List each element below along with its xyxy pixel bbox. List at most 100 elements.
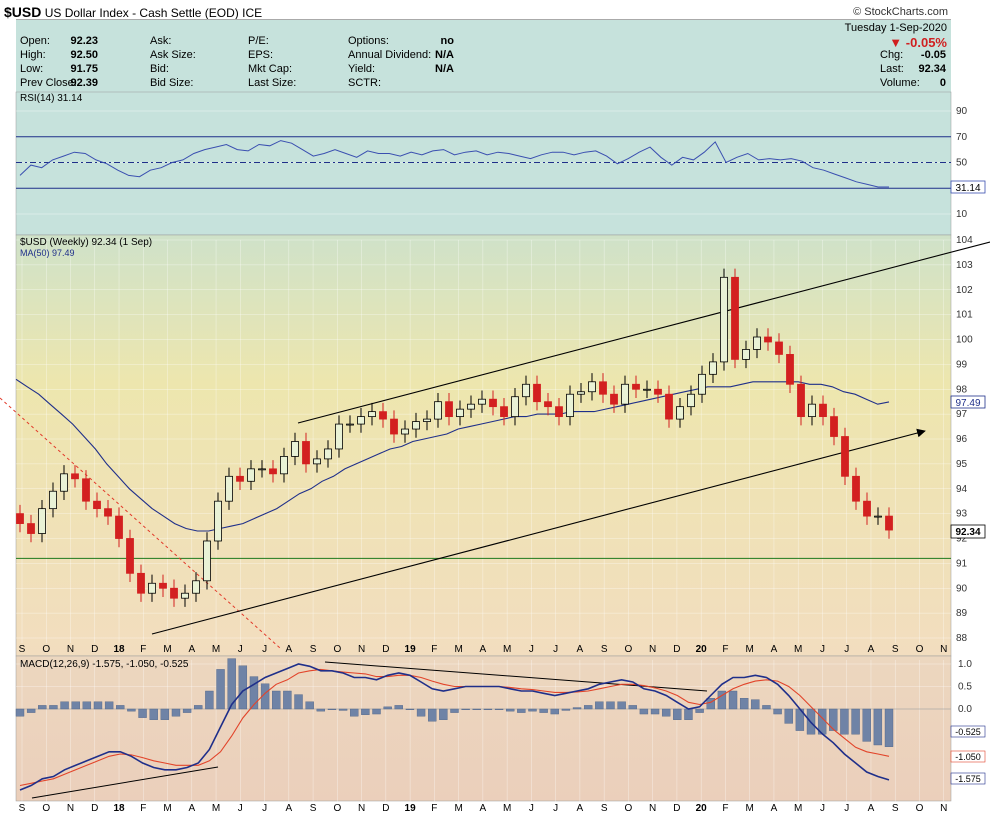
exchange: ICE (242, 6, 263, 20)
rsi-badge-text: 31.14 (955, 183, 980, 194)
price-tick-label: 91 (956, 558, 968, 569)
macd-hist-badge-text: -0.525 (955, 727, 981, 737)
quote-label: Low: (20, 63, 44, 75)
macd-histogram-bar (127, 708, 136, 712)
candle-body (302, 441, 310, 465)
candle-body (764, 336, 772, 343)
price-tick-label: 97 (956, 409, 968, 420)
copyright: © StockCharts.com (853, 6, 948, 18)
x-tick-label: A (188, 644, 195, 655)
macd-histogram-bar (227, 658, 236, 710)
x-tick-label: 18 (113, 644, 125, 655)
candle-body (665, 393, 673, 420)
macd-histogram-bar (884, 708, 894, 747)
price-tick-label: 96 (956, 434, 968, 445)
x-tick-label: M (794, 644, 802, 655)
quote-value: 92.23 (70, 35, 98, 47)
x-tick-label: M (746, 644, 754, 655)
x-tick-label: S (310, 644, 317, 655)
macd-value-badges: -0.525 -1.050 -1.575 (950, 725, 986, 785)
candle-body (797, 383, 805, 418)
x-tick-label: S (892, 803, 899, 814)
macd-histogram-bar (684, 708, 693, 721)
x-tick-label: O (625, 803, 633, 814)
candle-body (71, 473, 79, 480)
rsi-series-line (19, 140, 889, 188)
price-tick-label: 93 (956, 509, 968, 520)
macd-tick-label: 0.5 (958, 682, 972, 693)
candle-body (203, 540, 211, 582)
ma-badge-box (950, 395, 986, 409)
candle-body (599, 381, 607, 395)
x-tick-label: A (285, 803, 292, 814)
candle-body (346, 423, 354, 426)
channel-upper-line (297, 241, 990, 424)
x-tick-label: O (333, 644, 341, 655)
price-tick-label: 88 (956, 633, 968, 644)
macd-tick-label: 1.0 (958, 659, 972, 670)
x-tick-label: A (771, 803, 778, 814)
candle-body (643, 388, 651, 391)
x-tick-label: A (868, 803, 875, 814)
quote-value: N/A (435, 49, 454, 61)
macd-histogram-bar (383, 706, 392, 710)
candle-body (390, 418, 398, 435)
macd-histogram-bar (26, 708, 36, 713)
candle-body (863, 500, 871, 517)
price-tick-label: 100 (956, 335, 973, 346)
candle-body (236, 475, 244, 482)
x-axis-labels-macd: S O N D 18 F M A M J J A S O N D 19 F M A M J J A S O N D 20 F M A M J J A S… (19, 803, 948, 814)
candle-body (522, 383, 530, 398)
candle-body (181, 592, 189, 599)
macd-histogram-bar (138, 708, 147, 718)
macd-histogram-bar (439, 708, 448, 721)
quote-label: Options: (348, 35, 389, 47)
candle-body (841, 436, 849, 477)
macd-histogram-bar (283, 690, 292, 710)
macd-histogram-bar (82, 701, 92, 710)
macd-histogram-bar (160, 708, 170, 721)
candle-body (49, 490, 57, 510)
macd-histogram-bar (550, 708, 559, 715)
candle-body (445, 401, 453, 418)
macd-histogram-bar (695, 708, 704, 713)
x-tick-label: S (601, 644, 608, 655)
x-tick-label: A (577, 803, 584, 814)
downtrend-dashed-line (0, 397, 281, 649)
candle-body (159, 582, 167, 589)
candle-body (533, 383, 541, 403)
candle-body (654, 388, 662, 395)
candle-body (379, 411, 387, 420)
candle-body (819, 403, 827, 418)
down-triangle-icon: ▼ (889, 35, 903, 50)
change-percent: ▼ -0.05% (889, 35, 947, 50)
x-tick-label: D (673, 644, 680, 655)
macd-histogram-bar (116, 705, 125, 710)
x-tick-label: A (771, 644, 778, 655)
candle-body (885, 515, 893, 531)
instrument-name: US Dollar Index - Cash Settle (EOD) (44, 6, 239, 20)
quote-label: Annual Dividend: (348, 49, 432, 61)
quote-label: Ask: (150, 35, 172, 47)
x-tick-label: J (529, 644, 534, 655)
quote-value: -0.05 (920, 49, 946, 61)
x-tick-label: O (916, 644, 924, 655)
macd-histogram-bar (71, 701, 80, 710)
macd-histogram-bar (873, 708, 883, 746)
macd-panel-bg (15, 655, 952, 802)
quote-label: Prev Close: (20, 77, 77, 89)
x-tick-label: O (42, 803, 50, 814)
x-tick-label: F (722, 803, 728, 814)
candle-body (830, 416, 838, 437)
price-tick-label: 92 (956, 534, 968, 545)
macd-histogram-bar (316, 708, 326, 712)
macd-histogram-bar (249, 676, 259, 710)
candle-body (566, 393, 574, 418)
x-tick-label: M (454, 803, 462, 814)
quote-value: 91.75 (70, 63, 98, 75)
candle-body (621, 383, 629, 405)
macd-histogram-bar (784, 708, 793, 724)
x-tick-label: M (163, 644, 171, 655)
macd-histogram-bar (717, 690, 727, 710)
price-tick-label: 89 (956, 608, 968, 619)
